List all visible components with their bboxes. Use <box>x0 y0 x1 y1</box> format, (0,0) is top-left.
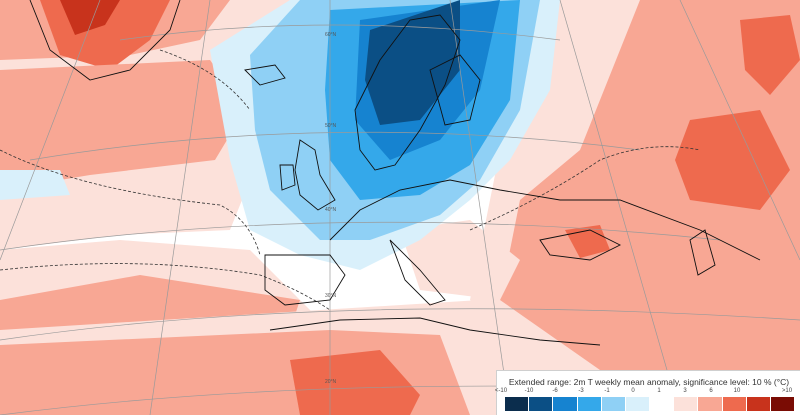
coast-mainland-europe <box>329 179 761 261</box>
coast-iceland <box>244 64 286 86</box>
legend-tick: 10 <box>733 388 741 394</box>
graticule-meridian-b <box>149 0 211 415</box>
graticule-meridian-c <box>449 0 511 415</box>
coast-black-sea <box>539 229 622 261</box>
cold-anomaly-layer <box>0 0 560 270</box>
coast-uk <box>294 139 336 211</box>
coastlines <box>29 0 761 346</box>
coast-italy <box>389 239 446 306</box>
graticule-parallel-50 <box>29 131 641 161</box>
legend-tick: 3 <box>683 388 687 394</box>
significance-contours <box>0 49 701 311</box>
legend-swatch <box>674 397 699 411</box>
coast-scandinavia <box>354 14 461 171</box>
graticule-parallel-30 <box>0 308 800 341</box>
legend-swatch <box>650 397 675 411</box>
warm-strong-sahara <box>290 350 420 415</box>
legend-tick: -1 <box>604 388 610 394</box>
coast-greenland <box>29 0 181 81</box>
coast-ireland <box>279 164 296 191</box>
contour-greenland <box>159 49 251 111</box>
warm-light-balkans <box>400 220 520 300</box>
cold-light-atlantic-patch <box>0 170 70 200</box>
legend-ticks: <-10 -10 -6 -3 -1 0 1 3 6 10 >10 <box>495 388 799 397</box>
graticule-label-40: 40°N <box>325 207 337 213</box>
warm-strong-russia <box>675 110 790 210</box>
warm-mid-east <box>500 0 800 370</box>
legend-swatch <box>577 397 602 411</box>
graticule-label-50: 50°N <box>325 123 337 129</box>
legend-tick: -6 <box>552 388 558 394</box>
graticule-meridian-d <box>0 0 101 261</box>
legend-title: Extended range: 2m T weekly mean anomaly… <box>508 377 790 387</box>
legend-swatch <box>722 397 747 411</box>
legend-tick: 1 <box>657 388 661 394</box>
warm-mid-atlantic <box>0 60 245 190</box>
coast-caspian <box>689 229 716 276</box>
coast-iberia <box>264 254 346 306</box>
warm-strong-east-north <box>740 15 800 95</box>
graticule-meridian-e <box>559 0 681 415</box>
legend-swatch <box>625 397 651 411</box>
legend-tick: <-10 <box>494 388 508 394</box>
warm-strong-turkey <box>565 225 610 258</box>
legend-swatch <box>770 397 796 411</box>
graticule-labels: 60°N 50°N 40°N 30°N 20°N <box>325 32 337 385</box>
legend-swatch <box>529 397 554 411</box>
legend-tick: -10 <box>524 388 534 394</box>
legend-swatch <box>553 397 578 411</box>
contour-iberia <box>0 263 331 311</box>
graticule-label-60: 60°N <box>325 32 337 38</box>
warm-dark-greenland <box>60 0 120 35</box>
contour-east <box>469 146 701 231</box>
legend-swatch <box>601 397 626 411</box>
legend-tick: -3 <box>578 388 584 394</box>
graticule-meridian-f <box>679 0 800 261</box>
graticule-parallel-60 <box>119 24 561 41</box>
legend: Extended range: 2m T weekly mean anomaly… <box>495 370 800 415</box>
legend-swatch <box>698 397 723 411</box>
graticule-parallel-40 <box>0 221 721 251</box>
legend-tick: 6 <box>709 388 713 394</box>
legend-swatch <box>746 397 771 411</box>
graticule-label-20: 20°N <box>325 379 337 385</box>
contour-atlantic <box>0 149 261 256</box>
coast-finland <box>429 54 481 126</box>
coast-north-africa <box>269 317 601 346</box>
legend-tick: >10 <box>781 388 793 394</box>
legend-tick: 0 <box>631 388 635 394</box>
legend-colorbar <box>505 397 796 411</box>
legend-swatch <box>505 397 530 411</box>
graticule-label-30: 30°N <box>325 293 337 299</box>
